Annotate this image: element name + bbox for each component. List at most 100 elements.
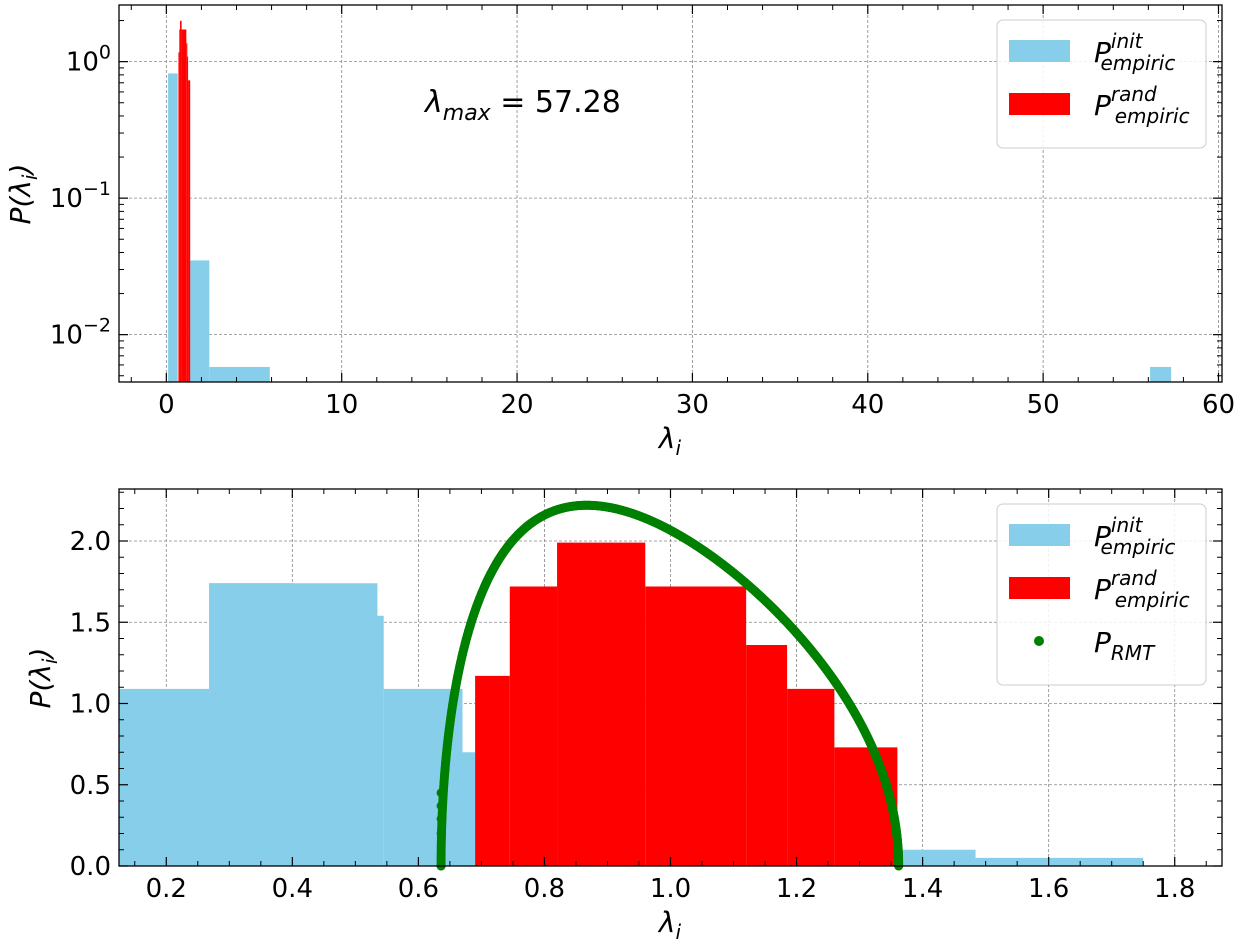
bottom-y-axis-label: P(λi) xyxy=(24,648,62,709)
bottom-x-axis-label: λi xyxy=(657,906,682,944)
label-prefix: P( xyxy=(24,680,57,709)
bottom-init-bar xyxy=(897,849,976,866)
rmt-point xyxy=(436,801,446,811)
legend-superscript: init xyxy=(1111,29,1144,53)
bottom-x-tick-label: 0.4 xyxy=(272,874,313,904)
label-base: λ xyxy=(657,906,676,939)
top-histogram-bar xyxy=(178,52,180,382)
rmt-point xyxy=(436,829,446,838)
top-x-tick-label: 20 xyxy=(501,390,534,420)
annotation-value: = 57.28 xyxy=(491,85,621,120)
bottom-y-tick-label: 0.5 xyxy=(70,771,111,801)
tick-exponent: −2 xyxy=(83,315,111,337)
bottom-init-bar xyxy=(377,615,384,866)
annotation-subscript: max xyxy=(443,101,492,126)
bottom-rand-bar xyxy=(746,645,788,866)
bottom-plot-frame xyxy=(118,488,1223,867)
bottom-panel: 0.2 0.4 0.6 0.8 1.0 1.2 1.4 1.6 1.8 0.0 0.5 1.0 1.5 2… xyxy=(24,488,1223,944)
bottom-rand-bar xyxy=(787,688,835,866)
bottom-x-tick-label: 0.2 xyxy=(146,874,187,904)
bottom-x-tick-label: 0.8 xyxy=(524,874,565,904)
top-histogram-bar xyxy=(183,29,187,382)
tick-base: 10 xyxy=(66,48,99,78)
bottom-x-tick-label: 1.8 xyxy=(1154,874,1195,904)
bottom-x-tick-label: 1.2 xyxy=(776,874,817,904)
top-bars xyxy=(168,20,1172,383)
bottom-y-tick-label: 0.0 xyxy=(70,852,111,882)
top-histogram-bar xyxy=(188,80,191,383)
legend-base: P xyxy=(1094,626,1111,659)
bottom-init-bar xyxy=(119,688,210,866)
legend-label: Prand empiric xyxy=(1094,82,1190,128)
legend-superscript: rand xyxy=(1111,82,1157,106)
bottom-rand-bar xyxy=(509,586,558,866)
bottom-x-tick-label: 1.0 xyxy=(650,874,691,904)
top-y-tick-label: 10−1 xyxy=(50,178,111,214)
legend-swatch xyxy=(1009,93,1070,115)
bottom-rand-bar xyxy=(557,542,646,866)
top-histogram-bar xyxy=(181,29,184,382)
tick-base: 10 xyxy=(50,321,83,351)
bottom-x-tick-label: 1.6 xyxy=(1028,874,1069,904)
label-prefix: P( xyxy=(4,196,37,225)
top-plot-frame xyxy=(118,4,1223,383)
bottom-x-tick-label: 1.4 xyxy=(902,874,943,904)
top-x-tick-label: 0 xyxy=(158,390,175,420)
legend-base: P xyxy=(1094,573,1111,606)
label-base: λ xyxy=(4,180,37,199)
bottom-init-bar xyxy=(975,857,1144,866)
rmt-curve xyxy=(436,500,904,871)
top-x-tick-label: 30 xyxy=(676,390,709,420)
label-subscript: i xyxy=(676,920,682,944)
legend-swatch xyxy=(1009,40,1070,62)
tick-exponent: 0 xyxy=(99,42,111,64)
bottom-ticks: 0.2 0.4 0.6 0.8 1.0 1.2 1.4 1.6 1.8 0.0 0.5 1.0 1.5 2… xyxy=(70,489,1222,904)
lambda-max-annotation: λmax = 57.28 xyxy=(423,85,621,126)
top-x-tick-label: 10 xyxy=(325,390,358,420)
legend-subscript: empiric xyxy=(1101,51,1176,75)
label-subscript: i xyxy=(38,658,62,664)
legend-base: P xyxy=(1094,89,1111,122)
top-histogram-bar xyxy=(180,20,182,382)
label-suffix: ) xyxy=(24,648,57,661)
top-histogram-bar xyxy=(186,43,188,382)
legend-superscript: rand xyxy=(1111,566,1157,590)
rmt-point xyxy=(436,814,446,824)
top-x-tick-label: 50 xyxy=(1027,390,1060,420)
tick-base: 10 xyxy=(50,184,83,214)
legend-frame xyxy=(996,503,1207,686)
bottom-y-tick-label: 1.0 xyxy=(70,690,111,720)
legend-label: PRMT xyxy=(1094,626,1156,665)
bottom-y-tick-label: 2.0 xyxy=(70,527,111,557)
label-base: λ xyxy=(24,664,57,683)
top-y-tick-label: 100 xyxy=(66,42,111,78)
annotation-lambda: λ xyxy=(423,85,443,120)
label-subscript: i xyxy=(18,174,42,180)
top-histogram-bar xyxy=(187,56,189,382)
top-y-tick-label: 10−2 xyxy=(50,315,111,351)
top-x-tick-label: 60 xyxy=(1202,390,1235,420)
label-suffix: ) xyxy=(4,164,37,177)
legend-label: Pinit empiric xyxy=(1094,29,1175,75)
label-subscript: i xyxy=(676,436,682,460)
legend-subscript: empiric xyxy=(1115,104,1190,128)
bottom-init-bar xyxy=(209,583,378,866)
legend-base: P xyxy=(1094,36,1111,69)
bottom-x-tick-label: 0.6 xyxy=(398,874,439,904)
tick-exponent: −1 xyxy=(83,178,111,200)
label-base: λ xyxy=(657,422,676,455)
top-y-axis-label: P(λi) xyxy=(4,164,42,225)
top-histogram-bar xyxy=(209,366,270,382)
bottom-rand-bar xyxy=(834,747,898,866)
top-histogram-bar xyxy=(190,260,210,382)
top-histogram-bar xyxy=(168,73,178,382)
bottom-init-bar xyxy=(462,752,476,866)
top-histogram-bar xyxy=(179,29,181,382)
top-x-axis-label: λi xyxy=(657,422,682,460)
legend-superscript: init xyxy=(1111,513,1144,537)
